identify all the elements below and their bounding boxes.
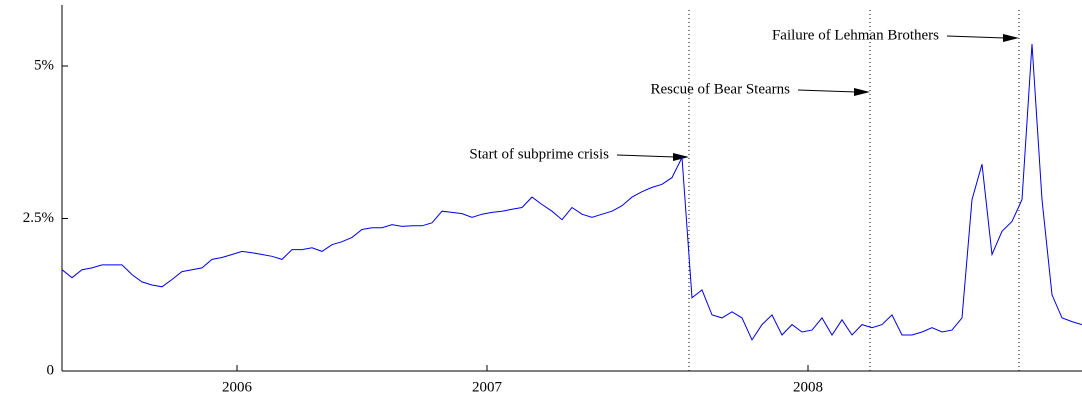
data-line <box>61 43 1082 341</box>
annotation-arrow <box>946 35 1006 39</box>
x-tick-label: 2007 <box>472 379 503 395</box>
annotation: Failure of Lehman Brothers <box>772 27 939 43</box>
y-tick-label: 5% <box>34 57 54 73</box>
annotation-arrow <box>797 89 857 93</box>
arrow-head <box>854 88 870 96</box>
y-tick-label: 0 <box>47 362 55 378</box>
arrow-head <box>673 153 689 161</box>
annotation: Rescue of Bear Stearns <box>650 81 790 97</box>
annotation-arrow <box>616 154 676 158</box>
x-tick-label: 2008 <box>793 379 823 395</box>
arrow-head <box>1003 34 1019 42</box>
y-tick-label: 2.5% <box>23 210 54 226</box>
x-tick-label: 2006 <box>222 379 253 395</box>
annotation: Start of subprime crisis <box>469 146 609 162</box>
